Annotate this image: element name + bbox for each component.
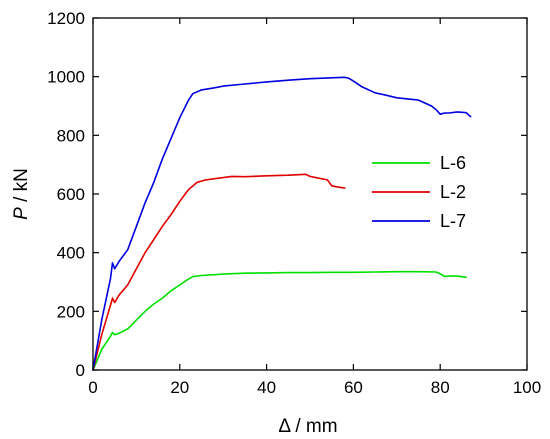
x-axis-title: Δ / mm	[278, 416, 337, 437]
y-axis-title-italic: P	[11, 207, 32, 220]
y-tick-label-1200: 1200	[47, 9, 85, 28]
x-tick-label-100: 100	[513, 378, 541, 397]
legend: L-6 L-2 L-7	[372, 153, 466, 231]
y-tick-label-600: 600	[57, 185, 85, 204]
series-line-l-6	[92, 270, 468, 371]
legend-label-l-7: L-7	[440, 211, 466, 231]
y-axis-title: P / kN	[11, 168, 32, 220]
series-line-l-7	[92, 76, 472, 371]
y-tick-label-800: 800	[57, 126, 85, 145]
plot-frame	[92, 17, 528, 371]
x-tick-label-80: 80	[431, 378, 450, 397]
x-tick-label-20: 20	[170, 378, 189, 397]
y-axis-title-unit: / kN	[11, 168, 32, 207]
series-layer	[92, 76, 472, 371]
x-tick-label-60: 60	[344, 378, 363, 397]
x-tick-label-0: 0	[88, 378, 97, 397]
x-tick-label-40: 40	[257, 378, 276, 397]
series-line-l-2	[92, 173, 346, 371]
y-tick-label-0: 0	[76, 361, 85, 380]
y-tick-label-200: 200	[57, 302, 85, 321]
legend-label-l-2: L-2	[440, 182, 466, 202]
y-tick-label-1000: 1000	[47, 68, 85, 87]
y-tick-label-400: 400	[57, 244, 85, 263]
legend-label-l-6: L-6	[440, 153, 466, 173]
